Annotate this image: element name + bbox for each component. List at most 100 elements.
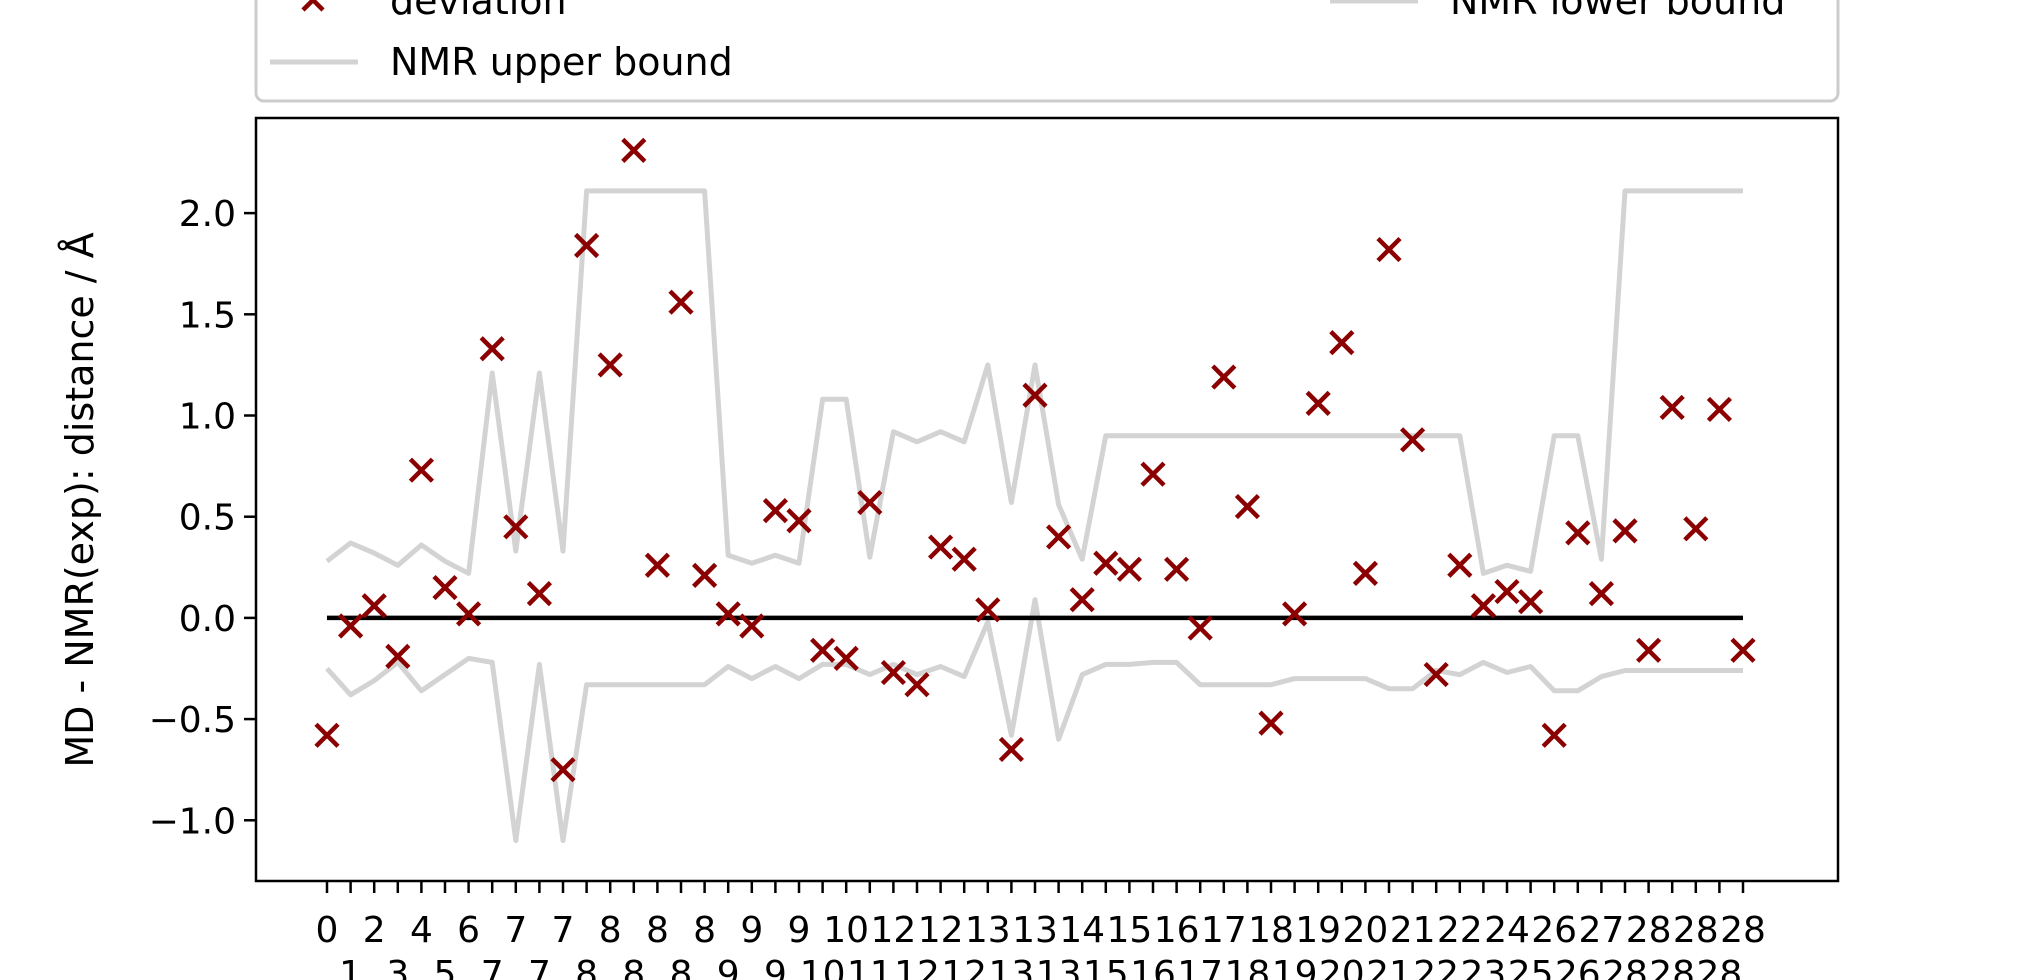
- x-tick-label: 3: [386, 954, 409, 980]
- x-tick-label: 1: [339, 954, 362, 980]
- deviation-point: [1400, 427, 1426, 453]
- deviation-point-stroke: [503, 514, 529, 540]
- deviation-point: [1211, 364, 1237, 390]
- deviation-point: [503, 514, 529, 540]
- deviation-point: [1164, 556, 1190, 582]
- deviation-point: [857, 489, 883, 516]
- deviation-point: [1636, 637, 1662, 663]
- deviation-point: [904, 672, 930, 698]
- x-tick-label: 6: [457, 910, 480, 951]
- legend-marker-deviation: [301, 0, 325, 12]
- deviation-point-stroke: [1423, 661, 1449, 688]
- deviation-point: [456, 601, 482, 627]
- deviation-point: [975, 597, 1001, 623]
- deviation-point-stroke: [762, 498, 788, 524]
- deviation-point-stroke: [1400, 427, 1426, 453]
- deviation-point-stroke: [998, 736, 1024, 763]
- deviation-point-stroke: [574, 232, 600, 259]
- legend-label-deviation: deviation: [390, 0, 567, 23]
- y-tick-label: 0.0: [179, 599, 236, 640]
- y-tick-label: 1.0: [179, 397, 236, 438]
- x-tick-label: 20: [1319, 954, 1365, 980]
- deviation-point-stroke: [361, 593, 387, 619]
- deviation-point: [597, 352, 623, 378]
- x-tick-label: 12: [941, 954, 987, 980]
- deviation-point: [1352, 560, 1378, 586]
- deviation-point-stroke: [1305, 390, 1331, 416]
- deviation-point: [432, 574, 458, 601]
- deviation-point: [810, 637, 836, 663]
- x-tick-label: 8: [575, 954, 598, 980]
- x-tick-label: 28: [1602, 954, 1648, 980]
- legend-label-lower-bound: NMR lower bound: [1450, 0, 1785, 23]
- deviation-point: [762, 498, 788, 524]
- deviation-point: [314, 722, 340, 748]
- x-tick-label: 14: [1059, 910, 1105, 951]
- x-tick-label: 21: [1390, 910, 1436, 951]
- plot-frame: [254, 116, 1840, 883]
- deviation-point-stroke: [1069, 587, 1095, 613]
- deviation-point-stroke: [1022, 382, 1048, 408]
- deviation-point-stroke: [1093, 550, 1119, 576]
- x-tick-label: 28: [1649, 954, 1695, 980]
- x-tick-label: 17: [1201, 910, 1247, 951]
- x-tick-label: 26: [1555, 954, 1601, 980]
- deviation-point-stroke: [1447, 552, 1473, 578]
- deviation-point: [833, 645, 859, 671]
- nmr-upper-bound-line: [325, 188, 1743, 576]
- x-tick-label: 13: [1036, 954, 1082, 980]
- deviation-point-stroke: [1541, 722, 1567, 748]
- x-tick-label: 21: [1366, 954, 1412, 980]
- deviation-point: [574, 232, 600, 259]
- deviation-point: [1329, 330, 1355, 356]
- deviation-point-stroke: [644, 552, 670, 578]
- x-tick-label: 23: [1460, 954, 1506, 980]
- deviation-point-stroke: [1683, 516, 1709, 542]
- legend-marker-stroke: [301, 0, 317, 12]
- x-tick-label: 12: [870, 910, 916, 951]
- deviation-point-stroke: [880, 659, 906, 686]
- legend-marker-stroke: [309, 0, 325, 12]
- deviation-point-stroke: [857, 489, 883, 516]
- deviation-point-stroke: [692, 562, 718, 588]
- deviation-point-stroke: [1329, 330, 1355, 356]
- deviation-point-stroke: [1164, 556, 1190, 582]
- deviation-point: [1305, 390, 1331, 416]
- x-tick-label: 28: [1696, 954, 1742, 980]
- deviation-point: [1376, 236, 1402, 263]
- deviation-point: [1494, 578, 1520, 605]
- x-tick-label: 12: [894, 954, 940, 980]
- x-tick-label: 8: [622, 954, 645, 980]
- x-tick-label: 0: [316, 910, 339, 951]
- x-tick-label: 2: [363, 910, 386, 951]
- x-tick-label: 27: [1578, 910, 1624, 951]
- series-layer: [314, 137, 1756, 843]
- deviation-point: [1046, 524, 1072, 550]
- x-tick-label: 7: [504, 910, 527, 951]
- deviation-point-stroke: [1282, 601, 1308, 627]
- deviation-point: [786, 508, 812, 534]
- x-tick-label: 9: [717, 954, 740, 980]
- deviation-point: [1423, 661, 1449, 688]
- deviation-point: [621, 137, 647, 163]
- deviation-point-stroke: [928, 534, 954, 560]
- y-axis-label: MD - NMR(exp): distance / Å: [58, 232, 102, 767]
- x-tick-label: 8: [646, 910, 669, 951]
- deviation-point: [1116, 556, 1142, 582]
- x-tick-label: 16: [1130, 954, 1176, 980]
- deviation-point-stroke: [456, 601, 482, 627]
- x-tick-label: 26: [1531, 910, 1577, 951]
- deviation-point: [1282, 601, 1308, 627]
- deviation-point-stroke: [1116, 556, 1142, 582]
- deviation-point: [338, 613, 364, 639]
- x-tick-label: 10: [823, 910, 869, 951]
- deviation-point: [479, 336, 505, 362]
- deviation-point-stroke: [975, 597, 1001, 623]
- deviation-point-stroke: [668, 289, 694, 315]
- x-tick-label: 22: [1437, 910, 1483, 951]
- x-tick-label: 13: [965, 910, 1011, 951]
- x-tick-label: 8: [670, 954, 693, 980]
- x-tick-label: 9: [788, 910, 811, 951]
- deviation-point-stroke: [786, 508, 812, 534]
